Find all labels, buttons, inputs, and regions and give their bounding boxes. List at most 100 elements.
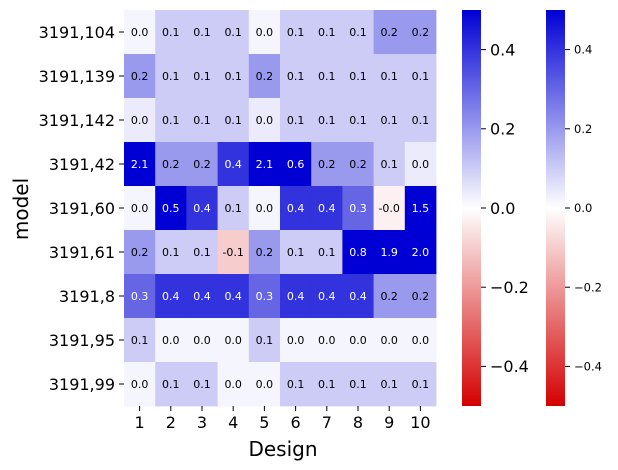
heatmap-cell [373,186,406,231]
cell-label: 0.1 [380,378,398,391]
cell-label: 0.0 [131,26,149,39]
heatmap-cell [155,98,187,143]
heatmap-cell [248,186,281,231]
x-axis-label: Design [248,437,317,461]
heatmap-cell [342,10,374,55]
cell-label: -0.0 [378,202,399,215]
heatmap-cell [280,10,312,55]
cell-label: 0.1 [193,70,211,83]
heatmap-cell [311,142,343,187]
colorbar-tick-label: −0.4 [490,357,529,376]
cell-label: 0.4 [162,290,180,303]
heatmap-cell [342,274,374,319]
cell-label: 0.0 [224,378,242,391]
cell-label: 0.1 [287,378,305,391]
cell-label: 0.1 [193,26,211,39]
heatmap-cell [373,98,406,143]
cell-label: 0.0 [412,334,430,347]
colorbar-tick-label: 0.0 [490,199,515,218]
cell-label: 0.0 [412,158,430,171]
heatmap-cell [342,98,374,143]
heatmap-cell [217,10,250,55]
heatmap-cell [248,142,281,187]
y-tick-label: 3191,95 [49,331,115,350]
cell-label: 0.1 [380,70,398,83]
cell-label: 0.0 [131,114,149,127]
heatmap-cell [155,54,187,99]
colorbar-gradient [462,10,481,406]
heatmap-cell [280,186,312,231]
y-axis-label: model [9,178,33,240]
y-tick-label: 3191,99 [49,375,115,394]
heatmap-cell [155,142,187,187]
y-tick-label: 3191,139 [39,67,115,86]
heatmap-cell [186,54,218,99]
cell-label: 0.4 [318,290,336,303]
cell-label: 0.1 [162,378,180,391]
heatmap-cell [311,54,343,99]
heatmap-cell [217,98,250,143]
heatmap-cell [155,186,187,231]
heatmap-cell [124,10,156,55]
x-tick-label: 4 [228,413,238,432]
heatmap-cell [280,142,312,187]
colorbar-tick-label: 0.4 [574,43,592,57]
heatmap-cell [124,54,156,99]
heatmap-cell [280,98,312,143]
cell-label: 0.2 [131,70,149,83]
heatmap-cell [404,318,437,363]
cell-label: 0.1 [224,26,242,39]
cell-label: 0.0 [131,202,149,215]
cell-label: 0.0 [256,114,274,127]
cell-label: 0.4 [287,290,305,303]
heatmap-cell [373,274,406,319]
cell-label: 0.1 [224,202,242,215]
y-tick-label: 3191,8 [59,287,115,306]
cell-label: 0.1 [162,246,180,259]
cell-label: 0.1 [412,114,430,127]
cell-label: 0.4 [193,290,211,303]
x-tick-label: 6 [291,413,301,432]
cell-label: 0.4 [193,202,211,215]
colorbar-tick-label: −0.4 [574,360,602,374]
heatmap-cell [248,98,281,143]
cell-label: 0.1 [412,378,430,391]
cell-label: 0.2 [380,290,398,303]
cell-label: 0.2 [412,290,430,303]
heatmap-cell [248,230,281,275]
colorbar-tick-label: −0.2 [574,280,602,294]
heatmap-cell [124,230,156,275]
cell-label: 1.9 [380,246,398,259]
cell-label: 0.1 [256,334,274,347]
cell-label: 0.1 [380,158,398,171]
cell-label: 0.1 [162,26,180,39]
x-tick-labels: 1 2 3 4 5 6 7 8 9 10 [135,406,431,432]
x-tick-label: 1 [135,413,145,432]
cell-label: 0.1 [131,334,149,347]
cell-label: 0.2 [349,158,367,171]
heatmap-cell [373,10,406,55]
cell-label: 0.1 [318,114,336,127]
heatmap-cell [124,142,156,187]
cell-label: 0.0 [349,334,367,347]
heatmap-cell [155,362,187,407]
cell-annotations: 0.0 0.1 0.1 0.1 0.0 0.1 0.1 0.1 0.2 0.2 0.2 0.1 0.1 0… [131,26,429,391]
heatmap-cell [248,274,281,319]
cell-label: 0.0 [318,334,336,347]
heatmap-cell [186,318,218,363]
heatmap-cell [311,186,343,231]
heatmap-cells [124,10,437,407]
cell-label: 0.0 [256,202,274,215]
cell-label: 0.2 [193,158,211,171]
cell-label: 0.1 [162,70,180,83]
colorbar-tick-label: −0.2 [490,278,529,297]
cell-label: 0.1 [287,26,305,39]
cell-label: 2.0 [412,246,430,259]
heatmap-cell [311,318,343,363]
x-tick-label: 7 [322,413,332,432]
heatmap-cell [217,318,250,363]
cell-label: 0.4 [318,202,336,215]
y-tick-labels: 3191,104 3191,139 3191,142 3191,42 3191,60 31… [39,23,124,394]
cell-label: 0.6 [287,158,305,171]
cell-label: 0.1 [287,70,305,83]
